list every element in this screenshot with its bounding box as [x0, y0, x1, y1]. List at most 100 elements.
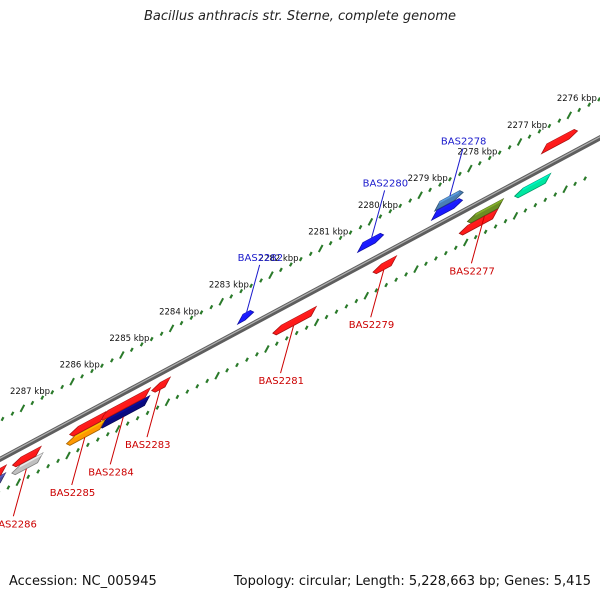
gene-arrow-highlight	[435, 198, 460, 214]
outer-minor-tick	[527, 134, 532, 139]
gene-arrow[interactable]	[11, 445, 42, 468]
outer-minor-tick	[10, 411, 15, 416]
inner-minor-tick	[225, 368, 230, 373]
gene-arrow[interactable]	[0, 472, 7, 503]
inner-minor-tick	[145, 410, 150, 416]
inner-minor-tick	[543, 197, 548, 203]
gene-label-leader	[371, 190, 386, 239]
gene-label-leader	[146, 389, 161, 438]
gene-arrow[interactable]	[69, 410, 107, 437]
outer-minor-tick	[159, 331, 164, 337]
gene-label[interactable]: BAS2283	[125, 440, 171, 451]
gene-label[interactable]: BAS2279	[349, 320, 395, 331]
inner-minor-tick	[46, 463, 51, 469]
inner-minor-tick	[433, 256, 438, 261]
gene-arrow[interactable]	[0, 464, 8, 493]
outer-minor-tick	[448, 176, 452, 182]
gene-arrow-highlight	[106, 395, 150, 422]
gene-label[interactable]: BAS2277	[449, 266, 495, 277]
outer-minor-tick	[398, 203, 403, 209]
gene-arrow-body	[0, 472, 7, 484]
inner-minor-tick	[294, 330, 299, 336]
gene-arrow[interactable]	[236, 309, 255, 326]
inner-minor-tick	[36, 469, 41, 474]
gene-arrow[interactable]	[433, 190, 464, 212]
outer-minor-tick	[477, 161, 482, 166]
gene-arrow-highlight	[380, 256, 397, 267]
outer-minor-tick	[428, 187, 432, 193]
inner-minor-tick	[85, 442, 90, 448]
gene-arrow[interactable]	[11, 452, 44, 476]
scale-tick-label: 2278 kbp	[457, 148, 497, 158]
inner-major-tick	[363, 291, 370, 300]
gene-label-leader	[370, 269, 385, 318]
gene-arrow[interactable]	[356, 232, 385, 254]
gene-label[interactable]: BAS2280	[363, 178, 409, 189]
inner-minor-tick	[583, 176, 587, 181]
scale-tick-label: 2276 kbp	[557, 94, 597, 104]
inner-minor-tick	[304, 325, 309, 330]
outer-minor-tick	[438, 182, 442, 187]
outer-minor-tick	[129, 347, 134, 353]
gene-label[interactable]: BAS2286	[0, 519, 37, 530]
outer-minor-tick	[487, 155, 492, 161]
scale-tick-label: 2285 kbp	[109, 334, 149, 344]
inner-minor-tick	[56, 458, 60, 464]
gene-label[interactable]: BAS2282	[238, 253, 284, 264]
scale-tick-label: 2282 kbp	[259, 254, 299, 264]
gene-arrow[interactable]	[458, 208, 499, 236]
inner-minor-tick	[255, 352, 259, 357]
scale-tick-label: 2279 kbp	[408, 174, 448, 184]
gene-label[interactable]: BAS2281	[259, 376, 305, 387]
gene-arrow-highlight	[73, 419, 105, 439]
gene-arrow-highlight	[0, 465, 7, 471]
gene-label[interactable]: BAS2284	[88, 467, 134, 478]
gene-arrow[interactable]	[272, 305, 318, 336]
gene-arrow[interactable]	[150, 376, 172, 393]
outer-major-tick	[566, 111, 573, 120]
accession-text: Accession: NC_005945	[9, 574, 157, 589]
outer-minor-tick	[358, 224, 363, 230]
gene-arrow[interactable]	[540, 128, 579, 155]
gene-arrow-highlight	[106, 387, 151, 414]
inner-minor-tick	[195, 384, 200, 389]
gene-arrow[interactable]	[430, 198, 464, 222]
outer-minor-tick	[239, 288, 244, 294]
gene-labels: BAS2278 BAS2280 BAS2282 BAS2277 BAS2279 BAS22…	[0, 136, 495, 530]
outer-major-tick	[516, 137, 523, 146]
outer-minor-tick	[30, 400, 35, 406]
scale-tick-label: 2287 kbp	[10, 387, 50, 397]
outer-minor-tick	[279, 267, 283, 273]
inner-major-tick	[512, 211, 519, 220]
inner-major-tick	[462, 238, 469, 247]
outer-minor-tick	[109, 358, 114, 363]
inner-minor-tick	[374, 288, 379, 293]
inner-major-tick	[114, 424, 121, 433]
gene-arrow[interactable]	[65, 418, 106, 446]
outer-minor-tick	[50, 390, 55, 395]
backbone-line	[0, 135, 600, 463]
outer-minor-tick	[249, 283, 254, 289]
inner-minor-tick	[404, 272, 408, 277]
scale-tick-label: 2281 kbp	[308, 227, 348, 237]
inner-minor-tick	[26, 474, 31, 480]
inner-minor-tick	[76, 447, 80, 453]
outer-minor-tick	[229, 294, 234, 299]
gene-label[interactable]: BAS2285	[50, 488, 95, 499]
scale-tick-label: 2284 kbp	[159, 307, 199, 317]
inner-major-tick	[65, 451, 71, 460]
gene-arrow[interactable]	[372, 255, 398, 275]
scale-tick-label: 2280 kbp	[358, 201, 398, 211]
inner-minor-tick	[443, 250, 448, 256]
outer-minor-tick	[497, 150, 502, 155]
outer-minor-tick	[587, 102, 592, 107]
gene-label[interactable]: BAS2278	[441, 136, 487, 147]
gene-arrow[interactable]	[466, 197, 505, 224]
outer-minor-tick	[40, 395, 45, 400]
gene-arrow[interactable]	[513, 172, 552, 199]
gene-label-leader	[109, 416, 124, 465]
gene-arrow-highlight	[438, 190, 460, 204]
gene-arrow-highlight	[521, 173, 551, 191]
inner-minor-tick	[344, 304, 349, 309]
